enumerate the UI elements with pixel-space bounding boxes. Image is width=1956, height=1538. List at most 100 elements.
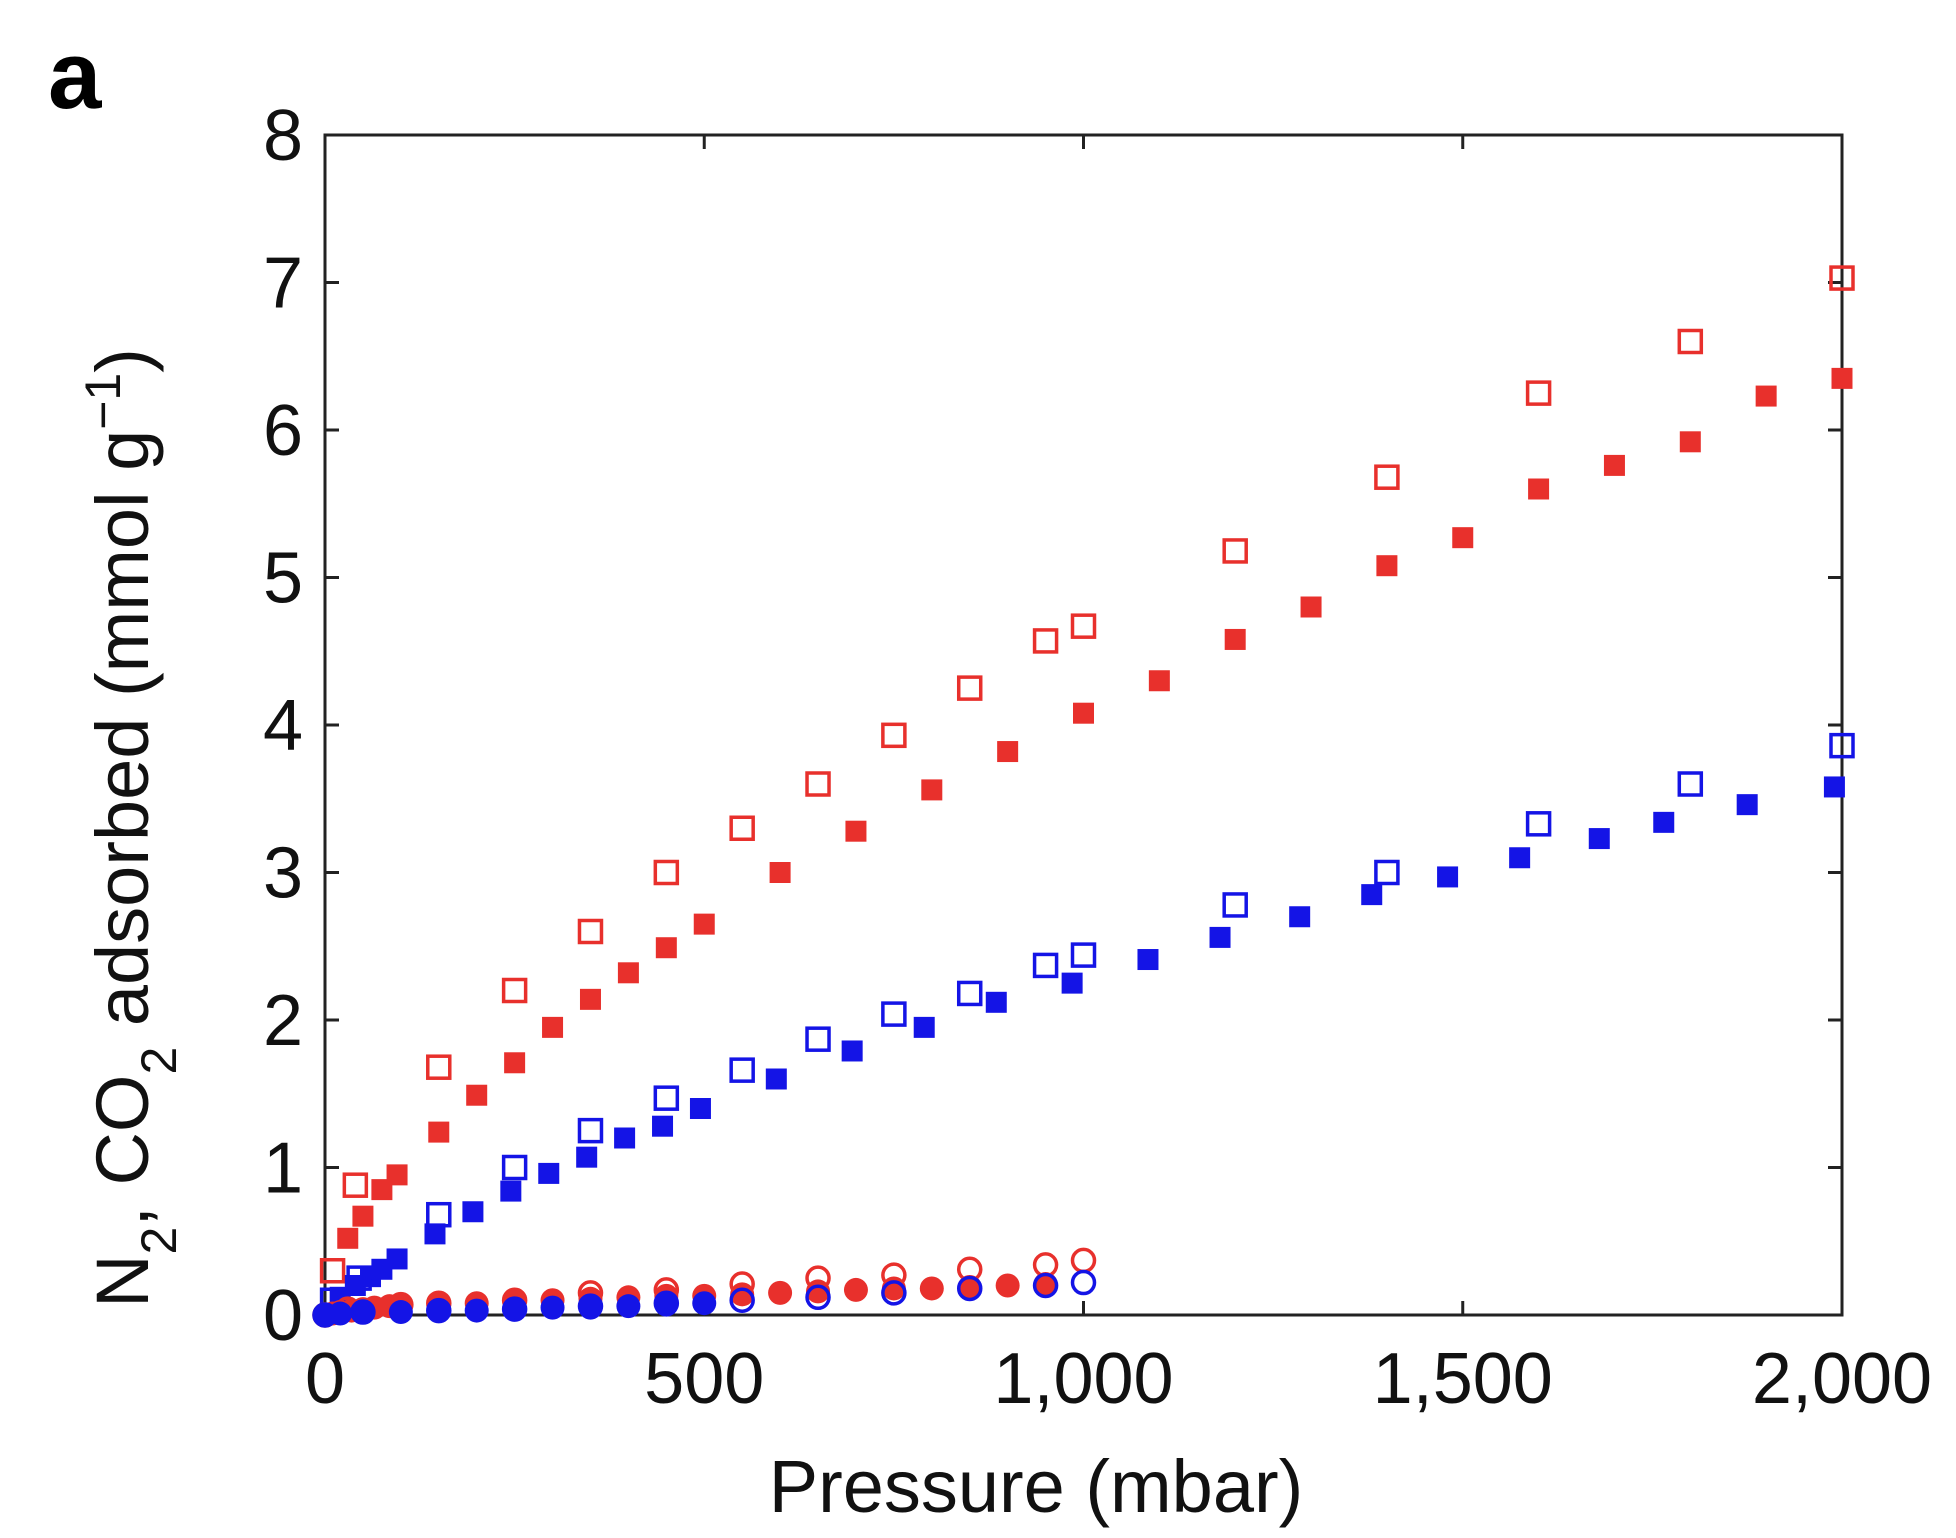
x-axis-title: Pressure (mbar) <box>769 1445 1304 1528</box>
y-axis-ticks: 0 1 2 3 4 5 6 7 8 <box>263 96 1842 1356</box>
data-point <box>1588 828 1610 850</box>
data-point <box>501 1154 528 1181</box>
data-point <box>319 1258 346 1284</box>
data-point <box>616 1294 641 1319</box>
data-point <box>428 1121 450 1143</box>
data-point <box>729 1057 755 1083</box>
data-point <box>386 1164 408 1186</box>
data-point <box>1070 1247 1097 1274</box>
data-point <box>1032 952 1059 979</box>
data-point <box>805 1284 831 1311</box>
data-point <box>426 1298 451 1323</box>
data-point <box>729 815 755 841</box>
y-axis-title: N2, CO2 adsorbed (mmol g−1) <box>75 348 187 1308</box>
data-point <box>653 1085 680 1111</box>
data-point <box>462 1201 484 1223</box>
data-point <box>1148 670 1170 692</box>
data-point <box>1070 1269 1097 1296</box>
data-point <box>342 1172 369 1198</box>
data-point <box>768 1280 793 1305</box>
data-point <box>995 1273 1020 1298</box>
data-point <box>1829 732 1855 759</box>
series-blue-filled-circle <box>313 1291 717 1327</box>
y-tick-label: 1 <box>263 1129 303 1209</box>
data-point <box>919 1276 944 1301</box>
data-point <box>502 1297 527 1322</box>
data-point <box>693 913 715 935</box>
y-axis-title-mid: , CO <box>81 1075 164 1227</box>
data-point <box>956 675 983 701</box>
data-point <box>1509 847 1531 869</box>
data-point <box>576 1146 598 1168</box>
x-tick-label: 1,000 <box>993 1339 1173 1419</box>
series-red-filled-circle <box>313 1272 1058 1327</box>
data-point <box>1823 776 1845 798</box>
plot-border <box>323 133 1844 1317</box>
data-point <box>841 1040 863 1062</box>
data-point <box>542 1016 564 1038</box>
data-point <box>1374 859 1400 886</box>
data-point <box>424 1223 446 1245</box>
data-point <box>653 859 680 886</box>
y-axis-title-sub1: 2 <box>131 1227 187 1255</box>
y-axis-title-end: ) <box>81 348 164 373</box>
data-point <box>1209 926 1231 948</box>
data-point <box>501 977 528 1004</box>
y-tick-label: 8 <box>263 96 303 176</box>
data-point <box>350 1300 375 1325</box>
data-point <box>386 1248 408 1270</box>
data-point <box>577 918 604 945</box>
data-point <box>1224 628 1246 650</box>
data-point <box>1525 811 1552 837</box>
data-point <box>464 1298 489 1323</box>
data-point <box>769 862 791 883</box>
data-point <box>1653 811 1675 833</box>
data-point <box>956 980 983 1007</box>
data-point <box>956 1275 983 1302</box>
data-point <box>1677 328 1704 355</box>
data-point <box>426 1201 452 1228</box>
data-point <box>1755 385 1777 407</box>
data-point <box>1073 702 1094 724</box>
data-point <box>1679 431 1701 453</box>
y-tick-label: 5 <box>263 539 303 619</box>
data-point <box>352 1205 374 1227</box>
data-point <box>729 1287 755 1313</box>
panel-label: a <box>48 22 102 129</box>
data-point <box>689 1098 711 1119</box>
data-point <box>388 1300 413 1325</box>
series-red-open-square <box>319 265 1855 1284</box>
data-point <box>614 1127 636 1149</box>
data-point <box>806 1279 831 1304</box>
data-point <box>845 820 867 842</box>
y-tick-label: 0 <box>263 1276 303 1356</box>
data-point <box>881 1001 907 1027</box>
data-point <box>1437 866 1459 888</box>
data-point <box>1070 942 1097 968</box>
data-point <box>730 1282 755 1307</box>
x-tick-label: 500 <box>644 1339 764 1419</box>
x-tick-label: 1,500 <box>1373 1339 1553 1419</box>
y-tick-label: 4 <box>263 686 303 766</box>
data-point <box>843 1277 868 1302</box>
data-point <box>466 1084 488 1106</box>
data-point <box>692 1291 717 1316</box>
data-point <box>765 1068 787 1090</box>
y-tick-label: 2 <box>263 981 303 1061</box>
data-point <box>579 988 601 1010</box>
data-point <box>997 741 1019 763</box>
data-point <box>1452 527 1474 549</box>
data-point <box>985 991 1007 1013</box>
y-axis-title-sup: −1 <box>75 373 131 430</box>
data-point <box>617 962 639 984</box>
data-point <box>426 1054 452 1080</box>
data-point <box>654 1292 679 1317</box>
data-point <box>881 1280 907 1306</box>
data-point <box>1061 972 1083 994</box>
data-point <box>1361 884 1383 906</box>
data-point <box>1603 454 1625 476</box>
data-point <box>1137 949 1159 971</box>
data-point <box>921 779 943 801</box>
data-point <box>655 937 677 959</box>
